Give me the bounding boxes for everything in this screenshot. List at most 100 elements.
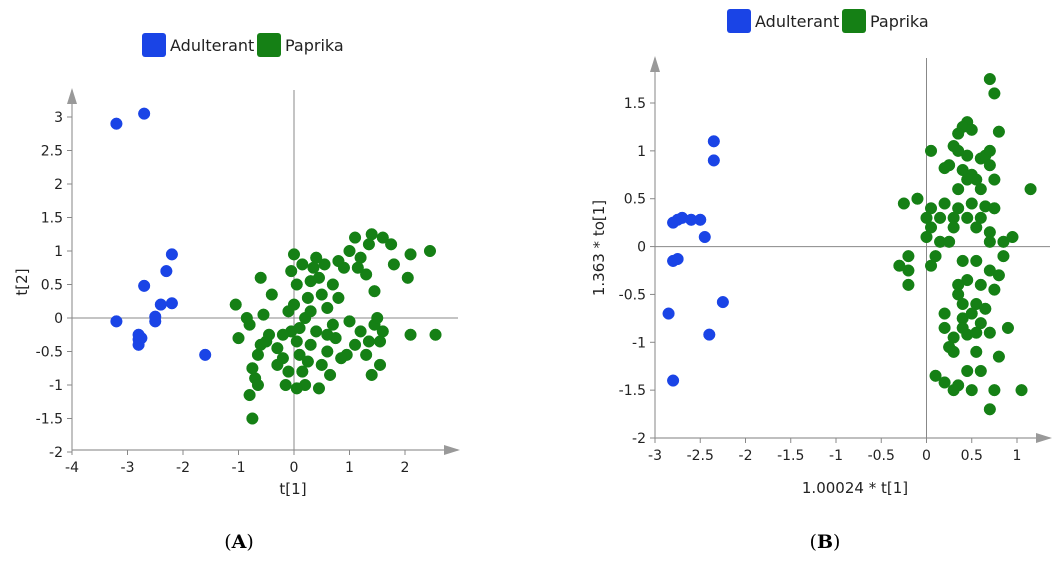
panel-b-paprika-point xyxy=(902,250,915,263)
panel-b-x-tick-label: 0.5 xyxy=(961,448,983,464)
panel-a-paprika-point xyxy=(315,288,328,301)
panel-a-paprika-point xyxy=(246,412,259,425)
panel-a-paprika-point xyxy=(251,378,264,392)
panel-a-paprika-point xyxy=(301,291,314,304)
panel-b-paprika-point xyxy=(952,127,965,140)
panel-a-x-axis-arrow xyxy=(444,445,460,455)
panel-b-adulterant-point xyxy=(716,296,729,309)
panel-b-paprika-point xyxy=(970,326,983,339)
panel-a-adulterant-point xyxy=(138,107,151,120)
panel-a-paprika-point xyxy=(254,271,267,284)
panel-a-paprika-point xyxy=(246,362,259,375)
panel-b-x-tick-label: -1 xyxy=(829,448,843,464)
panel-b-x-axis-label: 1.00024 * t[1] xyxy=(802,479,908,497)
panel-b-paprika-point xyxy=(997,250,1010,263)
panel-a-paprika-point xyxy=(310,325,323,338)
panel-a-paprika-point xyxy=(276,328,289,341)
panel-b-x-tick-label: -2 xyxy=(739,448,753,464)
panel-a-y-tick-label: -1 xyxy=(49,378,63,394)
panel-b-paprika-point xyxy=(961,149,974,162)
panel-a-paprika-point xyxy=(293,348,306,361)
panel-b-paprika-point xyxy=(992,350,1005,363)
panel-a-legend-swatch xyxy=(142,33,166,57)
panel-b-x-tick-label: -1.5 xyxy=(777,448,804,464)
panel-a-x-tick-label: -4 xyxy=(65,460,79,476)
panel-a-paprika-point xyxy=(229,298,242,311)
panel-b-paprika-point xyxy=(992,125,1005,138)
panel-a-adulterant-point xyxy=(165,248,178,261)
panel-b-paprika-point xyxy=(902,264,915,277)
panel-a-paprika-point xyxy=(260,335,273,348)
caption-b: (B) xyxy=(810,531,841,553)
panel-b-paprika-point xyxy=(911,192,924,205)
panel-b-paprika-point xyxy=(929,369,942,382)
panel-b-adulterant-point xyxy=(694,213,707,226)
panel-a-paprika-point xyxy=(257,308,270,321)
panel-b-scatter-plot: 1.510.50-0.5-1-1.5-2-3 -2.5 -2 -1.5 -1 -0.5 0 0… xyxy=(590,9,1052,497)
panel-b-paprika-point xyxy=(988,173,1001,186)
panel-b-paprika-point xyxy=(974,364,987,378)
panel-b-paprika-point xyxy=(970,345,983,358)
panel-a-adulterant-point xyxy=(138,279,151,292)
panel-b-paprika-point xyxy=(970,254,983,267)
panel-a-paprika-point xyxy=(296,365,309,378)
panel-a-y-tick-label: -0.5 xyxy=(36,345,63,361)
panel-b-paprika-point xyxy=(934,211,947,224)
panel-b-paprika-point xyxy=(1001,321,1015,334)
panel-b-x-tick-label: 0 xyxy=(922,448,931,464)
panel-a-paprika-point xyxy=(290,278,303,291)
panel-a-paprika-point xyxy=(373,358,387,371)
panel-b-paprika-point xyxy=(983,144,996,157)
panel-b-paprika-point xyxy=(961,173,974,186)
panel-b-paprika-point xyxy=(983,326,996,339)
panel-b-adulterant-point xyxy=(671,252,684,266)
panel-a-paprika-point xyxy=(293,322,306,335)
panel-b-paprika-point xyxy=(970,221,983,234)
panel-b-paprika-point xyxy=(988,384,1001,397)
panel-a-paprika-point xyxy=(376,231,389,244)
panel-a-x-tick-label: 1 xyxy=(345,460,354,476)
panel-a-paprika-point xyxy=(423,244,437,258)
panel-b-paprika-point xyxy=(929,250,942,263)
panel-b-paprika-point xyxy=(965,123,978,136)
panel-a-y-tick-label: 3 xyxy=(54,110,63,126)
panel-a-paprika-point xyxy=(351,261,364,274)
panel-a-paprika-point xyxy=(290,335,303,348)
panel-a-adulterant-point xyxy=(160,265,173,278)
panel-b-y-tick-label: 0.5 xyxy=(624,192,646,208)
panel-a-paprika-point xyxy=(373,335,387,348)
panel-b-paprika-point xyxy=(947,384,960,397)
panel-a-paprika-point xyxy=(307,261,320,274)
panel-a-paprika-point xyxy=(354,251,367,264)
panel-a-x-axis-label: t[1] xyxy=(279,480,306,498)
panel-a-paprika-point xyxy=(337,261,351,274)
panel-a-paprika-point xyxy=(271,358,284,371)
panel-b-paprika-point xyxy=(938,307,951,320)
panel-a-paprika-point xyxy=(385,238,398,251)
panel-a-adulterant-point xyxy=(135,332,148,345)
panel-b-x-axis-arrow xyxy=(1036,433,1052,443)
panel-b-paprika-point xyxy=(974,278,987,291)
panel-a-paprika-point xyxy=(321,301,334,315)
panel-a-adulterant-point xyxy=(110,315,123,328)
panel-a-paprika-point xyxy=(232,332,245,345)
panel-a-x-tick-label: -3 xyxy=(121,460,135,476)
panel-a-y-tick-label: 2 xyxy=(54,177,63,193)
panel-b-paprika-point xyxy=(943,235,956,248)
panel-b-y-tick-label: -1 xyxy=(632,335,646,351)
panel-a-paprika-point xyxy=(243,389,256,402)
panel-a-paprika-point xyxy=(279,378,292,392)
panel-b-y-axis-arrow xyxy=(650,56,660,72)
panel-b-adulterant-point xyxy=(707,154,720,167)
panel-a-paprika-point xyxy=(429,328,442,341)
panel-b-paprika-point xyxy=(965,307,978,320)
caption-a: (A) xyxy=(224,531,254,553)
panel-b-paprika-point xyxy=(1024,183,1037,196)
panel-a-y-axis-arrow xyxy=(67,88,77,104)
panel-a-x-tick-label: -2 xyxy=(176,460,190,476)
panel-a-paprika-point xyxy=(349,231,362,244)
panel-b-paprika-point xyxy=(992,269,1005,282)
panel-b-y-tick-label: 1 xyxy=(637,144,646,160)
panel-b-y-tick-label: -1.5 xyxy=(619,383,646,399)
